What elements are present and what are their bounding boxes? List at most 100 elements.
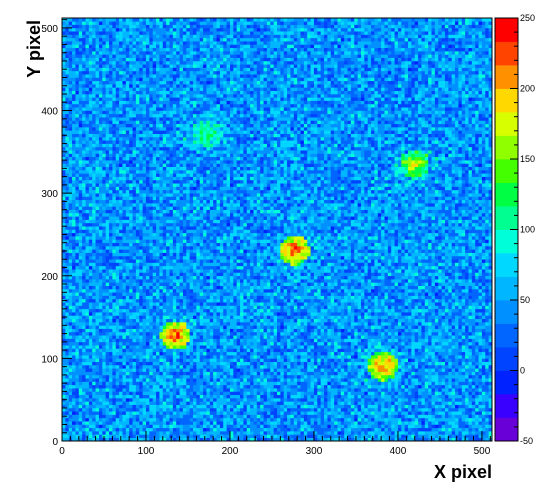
heatmap-cell <box>105 140 110 144</box>
heatmap-cell <box>189 130 194 134</box>
heatmap-cell <box>189 259 194 263</box>
heatmap-cell <box>105 279 110 283</box>
heatmap-cell <box>88 206 93 210</box>
heatmap-cell <box>169 219 174 224</box>
heatmap-cell <box>169 246 174 250</box>
heatmap-cell <box>152 292 157 296</box>
heatmap-cell <box>179 331 184 336</box>
heatmap-cell <box>142 328 147 333</box>
heatmap-cell <box>112 120 117 125</box>
heatmap-cell <box>189 173 194 177</box>
heatmap-cell <box>85 176 90 181</box>
heatmap-cell <box>149 282 153 286</box>
heatmap-cell <box>162 404 167 409</box>
heatmap-cell <box>149 437 153 442</box>
heatmap-cell <box>72 140 76 144</box>
heatmap-cell <box>102 140 106 144</box>
heatmap-cell <box>182 401 187 405</box>
heatmap-cell <box>145 199 150 204</box>
heatmap-cell <box>152 110 157 115</box>
heatmap-cell <box>92 427 96 432</box>
heatmap-cell <box>119 47 123 52</box>
heatmap-cell <box>145 345 150 349</box>
heatmap-cell <box>166 44 170 49</box>
heatmap-cell <box>186 222 190 227</box>
heatmap-cell <box>92 437 96 442</box>
heatmap-cell <box>152 146 157 151</box>
heatmap-cell <box>82 107 86 111</box>
heatmap-cell <box>95 117 100 121</box>
heatmap-cell <box>145 140 150 144</box>
heatmap-cell <box>162 173 167 177</box>
heatmap-cell <box>145 229 150 234</box>
heatmap-cell <box>186 411 190 415</box>
heatmap-cell <box>172 203 177 207</box>
heatmap-cell <box>92 196 96 201</box>
heatmap-cell <box>65 269 70 273</box>
heatmap-cell <box>75 107 80 111</box>
heatmap-cell <box>72 391 76 396</box>
heatmap-cell <box>75 259 80 263</box>
heatmap-cell <box>122 196 127 201</box>
heatmap-cell <box>162 127 167 131</box>
heatmap-cell <box>102 64 106 68</box>
heatmap-cell <box>172 100 177 105</box>
heatmap-cell <box>149 427 153 432</box>
heatmap-cell <box>122 272 127 277</box>
heatmap-cell <box>75 434 80 438</box>
heatmap-cell <box>62 107 66 111</box>
heatmap-cell <box>145 206 150 210</box>
heatmap-cell <box>129 351 133 356</box>
heatmap-cell <box>62 378 66 382</box>
heatmap-cell <box>189 100 194 105</box>
heatmap-cell <box>159 77 164 82</box>
heatmap-cell <box>115 374 120 379</box>
heatmap-cell <box>182 355 187 359</box>
heatmap-cell <box>65 24 70 29</box>
heatmap-cell <box>112 351 117 356</box>
heatmap-cell <box>85 338 90 343</box>
heatmap-cell <box>62 70 66 75</box>
heatmap-cell <box>129 226 133 230</box>
heatmap-cell <box>62 275 66 280</box>
heatmap-cell <box>182 84 187 88</box>
heatmap-cell <box>156 196 160 201</box>
heatmap-cell <box>119 414 123 419</box>
heatmap-cell <box>85 259 90 263</box>
heatmap-cell <box>102 27 106 32</box>
heatmap-cell <box>182 140 187 144</box>
heatmap-cell <box>156 239 160 244</box>
heatmap-cell <box>166 51 170 55</box>
heatmap-cell <box>119 163 123 168</box>
heatmap-cell <box>78 404 83 409</box>
heatmap-cell <box>142 140 147 144</box>
heatmap-cell <box>112 212 117 217</box>
heatmap-cell <box>75 424 80 429</box>
heatmap-cell <box>95 269 100 273</box>
heatmap-cell <box>186 232 190 237</box>
heatmap-cell <box>186 302 190 306</box>
heatmap-cell <box>152 417 157 422</box>
heatmap-cell <box>169 401 174 405</box>
heatmap-cell <box>172 368 177 372</box>
heatmap-cell <box>102 328 106 333</box>
heatmap-cell <box>145 434 150 438</box>
heatmap-cell <box>115 100 120 105</box>
heatmap-cell <box>152 107 157 111</box>
heatmap-cell <box>85 407 90 412</box>
heatmap-cell <box>105 269 110 273</box>
heatmap-cell <box>169 388 174 392</box>
heatmap-cell <box>98 421 103 425</box>
heatmap-cell <box>182 107 187 111</box>
heatmap-cell <box>115 153 120 158</box>
heatmap-cell <box>95 212 100 217</box>
heatmap-cell <box>119 176 123 181</box>
heatmap-cell <box>145 282 150 286</box>
heatmap-cell <box>122 431 127 435</box>
heatmap-cell <box>176 67 180 72</box>
heatmap-cell <box>62 239 66 244</box>
heatmap-cell <box>65 37 70 42</box>
heatmap-cell <box>119 364 123 369</box>
heatmap-cell <box>159 315 164 320</box>
heatmap-cell <box>68 47 73 52</box>
